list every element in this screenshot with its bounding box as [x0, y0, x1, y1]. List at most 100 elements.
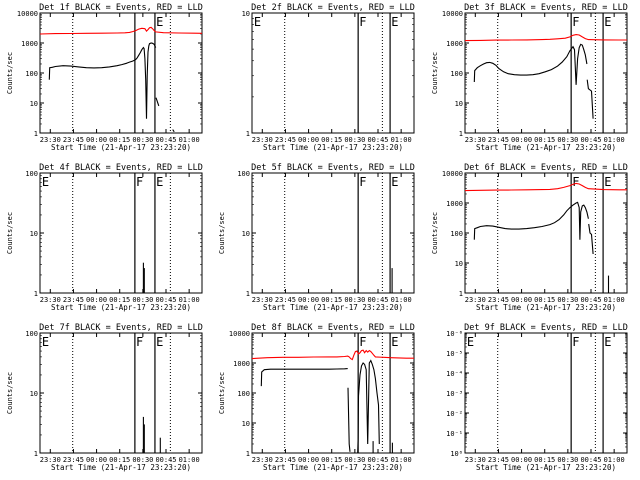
x-tick-label: 23:45	[63, 456, 84, 464]
x-tick-label: 00:45	[155, 296, 176, 304]
y-tick-label: 100	[25, 330, 38, 338]
x-tick-label: 01:00	[179, 456, 200, 464]
x-tick-label: 00:00	[86, 296, 107, 304]
x-tick-label: 00:30	[557, 136, 578, 144]
x-tick-label: 00:15	[109, 296, 130, 304]
flag-label-e: E	[604, 15, 611, 29]
x-tick-label: 23:45	[488, 456, 509, 464]
y-tick-label: 1000	[21, 40, 38, 48]
y-tick-label: 1000	[446, 200, 463, 208]
x-tick-label: 00:30	[557, 456, 578, 464]
x-axis-label: Start Time (21-Apr-17 23:23:20)	[476, 463, 616, 472]
x-tick-label: 00:45	[367, 136, 388, 144]
flag-label-e: E	[604, 335, 611, 349]
x-tick-label: 00:45	[367, 456, 388, 464]
y-axis-label: Counts/sec	[218, 372, 226, 414]
flag-label-e: E	[156, 175, 163, 189]
x-tick-label: 00:30	[132, 136, 153, 144]
y-tick-label: 10⁻²	[446, 410, 463, 418]
y-axis-label: Counts/sec	[6, 212, 14, 254]
x-tick-label: 00:45	[155, 136, 176, 144]
y-tick-label: 10⁻¹	[446, 430, 463, 438]
x-tick-label: 00:45	[155, 456, 176, 464]
panel-title: Det 3f BLACK = Events, RED = LLD	[464, 3, 628, 13]
x-tick-label: 00:15	[321, 136, 342, 144]
y-tick-label: 10	[30, 390, 38, 398]
x-tick-label: 00:30	[132, 296, 153, 304]
x-tick-label: 00:15	[109, 456, 130, 464]
y-axis-label: Counts/sec	[431, 212, 439, 254]
y-tick-label: 10	[30, 230, 38, 238]
y-tick-label: 1	[246, 450, 250, 458]
x-tick-label: 00:00	[511, 296, 532, 304]
flag-label-e: E	[604, 175, 611, 189]
events-series-line	[260, 368, 348, 387]
x-tick-label: 00:15	[321, 456, 342, 464]
y-axis-label: Counts/sec	[6, 372, 14, 414]
y-tick-label: 1	[34, 290, 38, 298]
x-tick-label: 23:30	[40, 296, 61, 304]
y-tick-label: 1	[34, 130, 38, 138]
events-series-line	[473, 43, 588, 85]
detector-panel-1: Det 1f BLACK = Events, RED = LLD 1 10 100 10…	[6, 3, 203, 152]
y-tick-label: 10000	[442, 10, 463, 18]
x-tick-label: 23:30	[40, 136, 61, 144]
x-tick-label: 00:30	[344, 136, 365, 144]
x-axis-label: Start Time (21-Apr-17 23:23:20)	[263, 303, 403, 312]
y-tick-label: 1000	[233, 360, 250, 368]
x-tick-label: 01:00	[179, 136, 200, 144]
y-tick-label: 10⁻⁶	[446, 330, 463, 338]
lld-series-line	[464, 182, 627, 192]
y-tick-label: 100	[25, 170, 38, 178]
detector-panel-8: Det 8f BLACK = Events, RED = LLD 1 10 100 10…	[218, 323, 415, 472]
x-tick-label: 23:30	[465, 136, 486, 144]
x-tick-label: 00:45	[580, 136, 601, 144]
flag-label-f: F	[359, 335, 366, 349]
y-tick-label: 1	[246, 290, 250, 298]
x-tick-label: 00:00	[298, 136, 319, 144]
y-tick-label: 1	[459, 130, 463, 138]
panel-title: Det 1f BLACK = Events, RED = LLD	[39, 3, 203, 13]
x-tick-label: 23:45	[275, 456, 296, 464]
y-tick-label: 100	[25, 70, 38, 78]
x-tick-label: 00:15	[534, 456, 555, 464]
x-tick-label: 23:30	[252, 136, 273, 144]
y-tick-label: 10⁻⁵	[446, 350, 463, 358]
plot-frame	[39, 172, 203, 294]
x-tick-label: 00:00	[298, 296, 319, 304]
x-tick-label: 01:00	[179, 296, 200, 304]
x-tick-label: 00:45	[367, 296, 388, 304]
panel-title: Det 5f BLACK = Events, RED = LLD	[251, 163, 415, 173]
flag-label-f: F	[572, 335, 579, 349]
x-tick-label: 23:30	[40, 456, 61, 464]
panel-title: Det 6f BLACK = Events, RED = LLD	[464, 163, 628, 173]
y-tick-label: 1	[34, 450, 38, 458]
flag-label-f: F	[572, 15, 579, 29]
plot-frame	[251, 12, 415, 134]
x-axis-label: Start Time (21-Apr-17 23:23:20)	[476, 303, 616, 312]
x-axis-label: Start Time (21-Apr-17 23:23:20)	[476, 143, 616, 152]
flag-label-e: E	[391, 175, 398, 189]
y-axis-label: Counts/sec	[431, 52, 439, 94]
panel-title: Det 2f BLACK = Events, RED = LLD	[251, 3, 415, 13]
x-tick-label: 23:45	[488, 296, 509, 304]
y-tick-label: 10⁻⁴	[446, 370, 463, 378]
events-series-line	[473, 201, 589, 240]
flag-label-f: F	[136, 175, 143, 189]
events-series-line	[48, 42, 157, 119]
y-tick-label: 10⁻³	[446, 390, 463, 398]
y-tick-label: 10	[242, 10, 250, 18]
y-axis-label: Counts/sec	[6, 52, 14, 94]
x-tick-label: 01:00	[391, 456, 412, 464]
flag-label-e: E	[42, 175, 49, 189]
x-tick-label: 00:00	[298, 456, 319, 464]
panel-title: Det 9f BLACK = Events, RED = LLD	[464, 323, 628, 333]
flag-label-e: E	[467, 335, 474, 349]
events-series-line	[172, 129, 175, 133]
lld-series-line	[251, 349, 414, 361]
x-tick-label: 23:30	[465, 456, 486, 464]
events-series-line	[586, 79, 594, 119]
x-axis-label: Start Time (21-Apr-17 23:23:20)	[51, 143, 191, 152]
x-axis-label: Start Time (21-Apr-17 23:23:20)	[51, 303, 191, 312]
